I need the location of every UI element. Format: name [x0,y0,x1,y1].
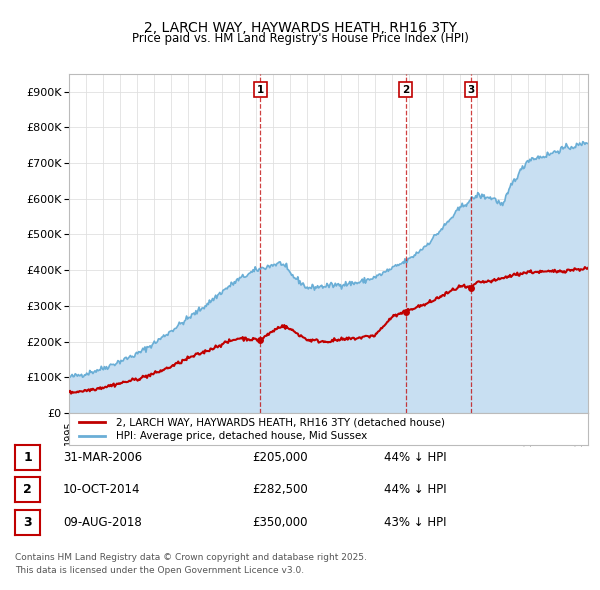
Text: 1: 1 [23,451,32,464]
Text: 09-AUG-2018: 09-AUG-2018 [63,516,142,529]
Text: 44% ↓ HPI: 44% ↓ HPI [384,451,446,464]
Text: 2, LARCH WAY, HAYWARDS HEATH, RH16 3TY: 2, LARCH WAY, HAYWARDS HEATH, RH16 3TY [143,21,457,35]
Text: £350,000: £350,000 [252,516,308,529]
Text: HPI: Average price, detached house, Mid Sussex: HPI: Average price, detached house, Mid … [116,431,367,441]
Point [466,283,476,293]
Text: 3: 3 [23,516,32,529]
Text: £205,000: £205,000 [252,451,308,464]
Text: Price paid vs. HM Land Registry's House Price Index (HPI): Price paid vs. HM Land Registry's House … [131,32,469,45]
Text: 31-MAR-2006: 31-MAR-2006 [63,451,142,464]
Point [256,335,265,345]
Text: 2, LARCH WAY, HAYWARDS HEATH, RH16 3TY (detached house): 2, LARCH WAY, HAYWARDS HEATH, RH16 3TY (… [116,417,445,427]
Text: 44% ↓ HPI: 44% ↓ HPI [384,483,446,496]
Text: Contains HM Land Registry data © Crown copyright and database right 2025.: Contains HM Land Registry data © Crown c… [15,553,367,562]
Text: This data is licensed under the Open Government Licence v3.0.: This data is licensed under the Open Gov… [15,566,304,575]
Point [401,307,410,317]
Text: 1: 1 [257,85,264,95]
Text: 43% ↓ HPI: 43% ↓ HPI [384,516,446,529]
Text: 10-OCT-2014: 10-OCT-2014 [63,483,140,496]
Text: 3: 3 [467,85,475,95]
Text: 2: 2 [402,85,409,95]
Text: £282,500: £282,500 [252,483,308,496]
Text: 2: 2 [23,483,32,496]
